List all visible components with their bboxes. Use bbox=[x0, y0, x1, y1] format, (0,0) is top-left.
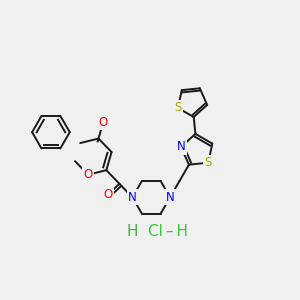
Text: O: O bbox=[99, 116, 108, 129]
Text: S: S bbox=[174, 101, 182, 114]
Text: Cl – H: Cl – H bbox=[148, 224, 188, 239]
Text: O: O bbox=[83, 168, 93, 181]
Text: N: N bbox=[177, 140, 185, 153]
Text: S: S bbox=[205, 156, 212, 169]
Text: H: H bbox=[126, 224, 138, 239]
Text: O: O bbox=[103, 188, 112, 201]
Text: N: N bbox=[166, 191, 175, 204]
Text: N: N bbox=[128, 191, 137, 204]
